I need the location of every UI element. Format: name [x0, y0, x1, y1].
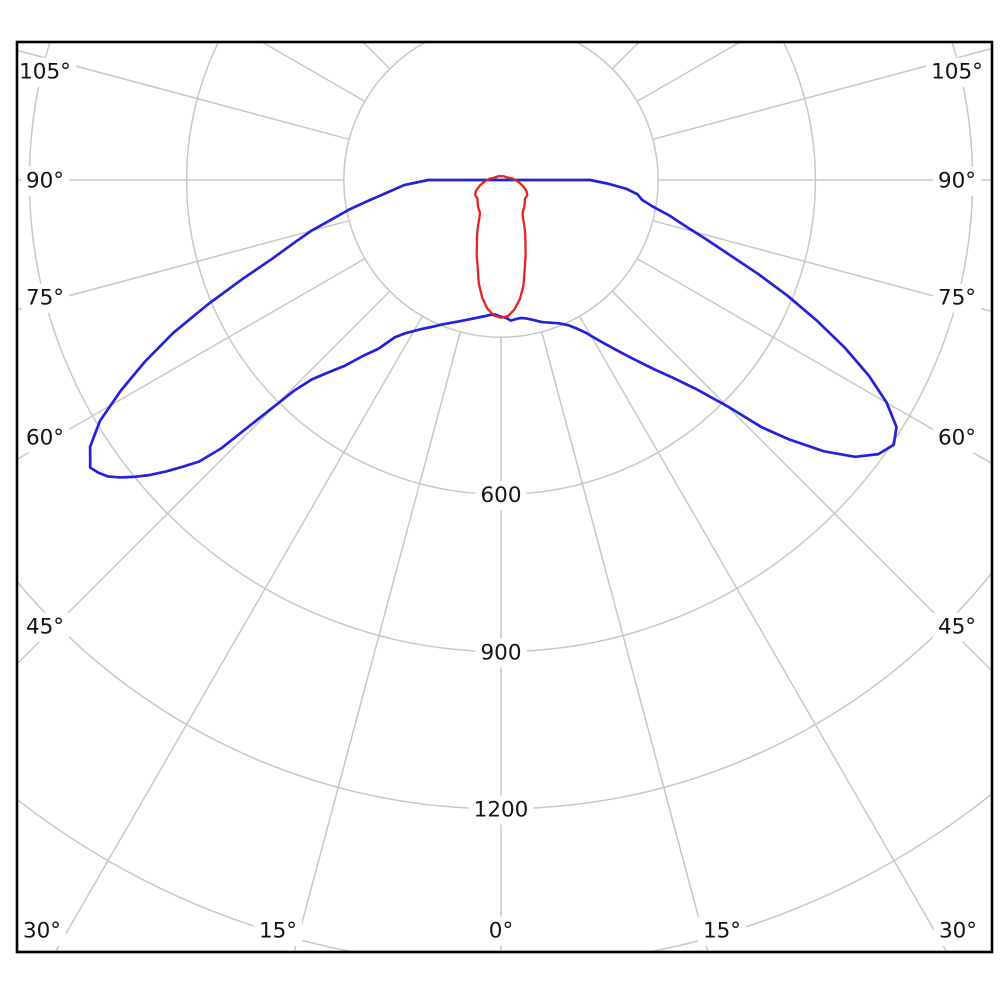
- radial-tick-label: 900: [480, 640, 521, 665]
- angle-label-left: 105°: [19, 60, 71, 85]
- angle-gridline-ray: [578, 42, 582, 45]
- angle-label-bottom-bg: [933, 916, 983, 946]
- angle-label-left-bg: [20, 423, 70, 453]
- angle-gridline-ray: [611, 290, 992, 673]
- axis-labels: 105° 90° 75° 60° 45° 45° 60° 75° 90° 105° 30° 15° 0°…: [14, 57, 988, 946]
- angle-gridline-ray: [17, 290, 391, 666]
- angle-label-right: 45°: [938, 615, 976, 640]
- curves: [88, 174, 898, 479]
- radial-tick-label-bg: [468, 795, 534, 825]
- angle-gridline-ray: [17, 219, 350, 311]
- angle-label-bottom-bg: [697, 916, 747, 946]
- angle-label-bottom-bg: [253, 916, 303, 946]
- angle-label-bottom: 0°: [489, 919, 513, 944]
- angle-gridline-ray: [578, 315, 948, 952]
- angle-gridline-ray: [54, 315, 424, 952]
- angle-gridline-ray: [540, 331, 709, 952]
- angle-label-bottom: 30°: [939, 919, 977, 944]
- plot-border: [15, 40, 994, 954]
- angle-label-bottom: 30°: [23, 919, 61, 944]
- angle-label-bottom: 15°: [703, 919, 741, 944]
- red-curve: [473, 174, 529, 319]
- angle-label-left: 90°: [26, 169, 64, 194]
- angle-label-right: 75°: [938, 286, 976, 311]
- angle-label-right-bg: [932, 612, 982, 642]
- angle-label-bottom: 15°: [259, 919, 297, 944]
- angle-label-bottom-bg: [483, 916, 519, 946]
- angle-label-right: 60°: [938, 426, 976, 451]
- angle-gridline-ray: [420, 42, 424, 45]
- angle-label-right-bg: [926, 57, 988, 87]
- angle-label-left-bg: [14, 57, 76, 87]
- radial-tick-label-bg: [475, 481, 527, 511]
- angle-label-right-bg: [932, 283, 982, 313]
- angle-gridline-ray: [636, 257, 992, 465]
- angle-label-right: 90°: [938, 169, 976, 194]
- angle-label-left: 45°: [26, 615, 64, 640]
- angle-gridline-ray: [293, 331, 462, 952]
- angle-label-left: 75°: [26, 286, 64, 311]
- angle-label-left-bg: [20, 166, 70, 196]
- angle-gridline-ray: [652, 47, 992, 141]
- angle-label-left-bg: [20, 612, 70, 642]
- angle-label-right-bg: [932, 423, 982, 453]
- angle-label-bottom-bg: [17, 916, 67, 946]
- angle-gridline-ray: [17, 49, 350, 141]
- angle-gridline-ray: [542, 0, 747, 28]
- angle-label-left-bg: [20, 283, 70, 313]
- angle-label-left: 60°: [26, 426, 64, 451]
- radial-tick-label-bg: [475, 638, 527, 668]
- angle-gridline-ray: [255, 0, 460, 28]
- radial-tick-label: 600: [480, 483, 521, 508]
- angle-label-right: 105°: [931, 60, 983, 85]
- radial-tick-label: 1200: [474, 798, 529, 823]
- angle-gridline-ray: [652, 219, 992, 313]
- angle-gridline-ray: [17, 257, 366, 461]
- angle-label-right-bg: [932, 166, 982, 196]
